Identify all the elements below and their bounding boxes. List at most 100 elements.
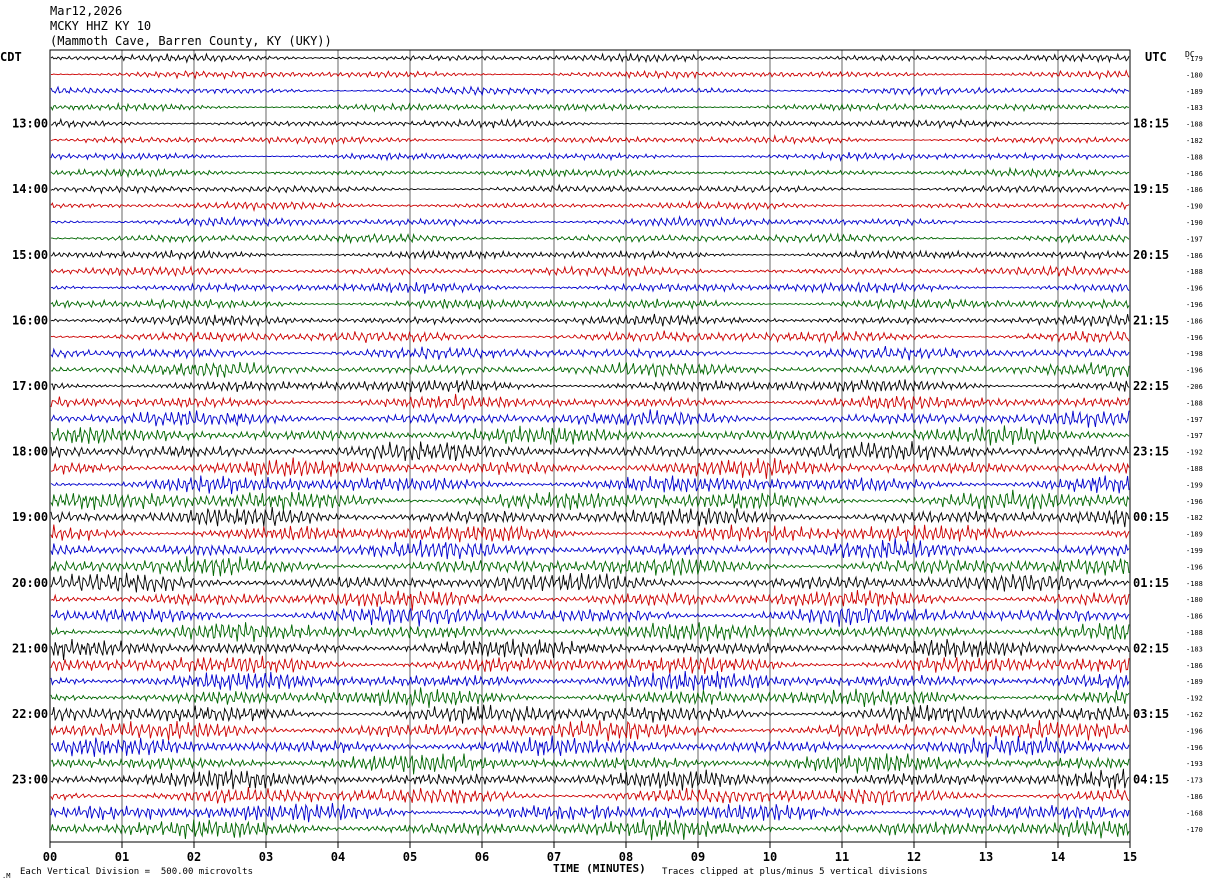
trace-14 [50,281,1130,294]
left-hour-label-0: 13:00 [12,117,48,131]
dc-offset-22: -197 [1186,416,1203,424]
dc-offset-33: -180 [1186,596,1203,604]
trace-36 [50,638,1130,661]
trace-38 [50,671,1130,691]
left-hour-label-3: 16:00 [12,313,48,327]
trace-25 [50,457,1130,479]
trace-0 [50,52,1130,64]
trace-43 [50,753,1130,775]
trace-29 [50,524,1130,543]
x-tick-label-02: 02 [187,850,201,864]
dc-offset-15: -196 [1186,301,1203,309]
dc-offset-47: -170 [1186,826,1203,834]
trace-27 [50,489,1130,511]
trace-32 [50,572,1130,593]
dc-offset-30: -199 [1186,547,1203,555]
x-tick-label-13: 13 [979,850,993,864]
dc-offset-20: -206 [1186,383,1203,391]
dc-offset-29: -189 [1186,531,1203,539]
right-hour-label-5: 23:15 [1133,445,1169,459]
trace-44 [50,768,1130,791]
x-tick-label-06: 06 [475,850,489,864]
trace-11 [51,232,1130,245]
trace-6 [50,151,1130,163]
trace-19 [50,361,1130,378]
x-tick-label-05: 05 [403,850,417,864]
dc-offset-17: -196 [1186,334,1203,342]
trace-23 [50,425,1130,446]
left-hour-label-6: 19:00 [12,510,48,524]
left-hour-label-10: 23:00 [12,773,48,787]
dc-offset-16: -186 [1186,317,1203,325]
dc-offset-43: -193 [1186,760,1203,768]
right-hour-label-9: 03:15 [1133,707,1169,721]
dc-offset-37: -186 [1186,662,1203,670]
trace-39 [50,687,1130,708]
x-axis-title: TIME (MINUTES) [553,862,646,875]
dc-header-label: DC [1185,50,1195,59]
dc-offset-41: -196 [1186,727,1203,735]
corner-mark: .M [2,872,11,880]
dc-offset-3: -183 [1186,104,1203,112]
x-tick-label-12: 12 [907,850,921,864]
dc-offset-31: -196 [1186,563,1203,571]
trace-13 [50,264,1130,278]
right-hour-label-6: 00:15 [1133,510,1169,524]
x-tick-label-07: 07 [547,850,561,864]
dc-offset-1: -180 [1186,71,1203,79]
left-hour-label-4: 17:00 [12,379,48,393]
right-timezone-label: UTC [1145,50,1167,64]
trace-28 [50,506,1130,528]
trace-3 [50,101,1130,113]
right-hour-label-4: 22:15 [1133,379,1169,393]
dc-offset-6: -188 [1186,153,1203,161]
right-hour-label-0: 18:15 [1133,117,1169,131]
trace-8 [50,183,1130,195]
trace-20 [50,379,1130,393]
dc-offset-11: -197 [1186,235,1203,243]
dc-offset-34: -186 [1186,613,1203,621]
dc-offset-40: -162 [1186,711,1203,719]
trace-30 [50,538,1130,560]
dc-offset-39: -192 [1186,695,1203,703]
trace-42 [50,735,1130,758]
dc-offset-42: -196 [1186,744,1203,752]
dc-offset-9: -190 [1186,203,1203,211]
dc-offset-45: -186 [1186,793,1203,801]
plot-frame [49,49,1131,843]
x-tick-label-00: 00 [43,850,57,864]
dc-offset-36: -183 [1186,645,1203,653]
right-hour-label-7: 01:15 [1133,576,1169,590]
header-location: (Mammoth Cave, Barren County, KY (UKY)) [50,34,332,48]
x-tick-label-01: 01 [115,850,129,864]
x-tick-label-15: 15 [1123,850,1137,864]
left-hour-label-5: 18:00 [12,445,48,459]
trace-37 [50,655,1130,675]
trace-1 [50,69,1130,81]
trace-24 [50,441,1130,462]
trace-47 [50,818,1130,841]
trace-7 [50,166,1130,179]
dc-offset-24: -192 [1186,449,1203,457]
trace-33 [50,590,1130,611]
dc-offset-5: -182 [1186,137,1203,145]
trace-17 [50,330,1130,345]
trace-18 [50,345,1130,361]
left-hour-label-7: 20:00 [12,576,48,590]
right-hour-label-8: 02:15 [1133,641,1169,655]
trace-22 [50,409,1130,428]
dc-offset-26: -199 [1186,481,1203,489]
right-hour-label-2: 20:15 [1133,248,1169,262]
left-hour-label-8: 21:00 [12,641,48,655]
dc-offset-46: -168 [1186,809,1203,817]
trace-12 [50,249,1130,261]
x-tick-label-04: 04 [331,850,345,864]
right-hour-label-1: 19:15 [1133,182,1169,196]
header-date: Mar12,2026 [50,4,123,18]
header-station: MCKY HHZ KY 10 [50,19,152,33]
scale-note: Each Vertical Division = 500.00 microvol… [20,867,253,877]
x-tick-label-11: 11 [835,850,849,864]
clip-note: Traces clipped at plus/minus 5 vertical … [662,867,928,877]
dc-offset-14: -196 [1186,285,1203,293]
dc-offset-18: -198 [1186,350,1203,358]
